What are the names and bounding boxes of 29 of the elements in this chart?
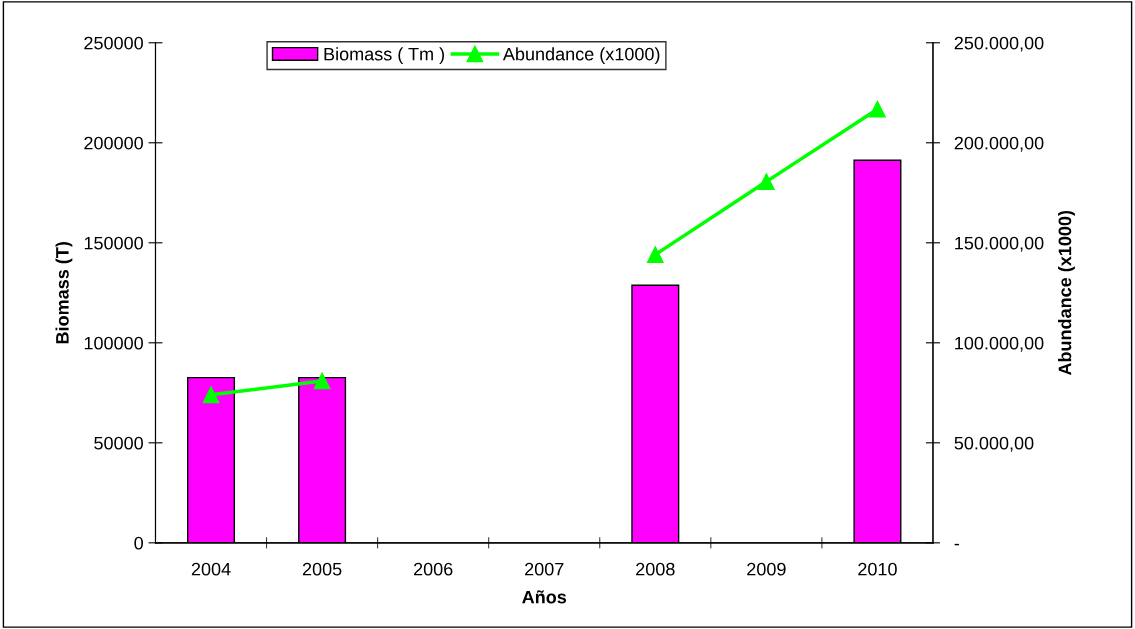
y-tick-label: 250000	[84, 36, 143, 50]
y2-tick-label: 150.000,00	[955, 236, 1044, 252]
y-tick-label: 100000	[84, 336, 143, 350]
y-tick-label: 50000	[94, 436, 143, 450]
x-tick-label: 2010	[858, 562, 897, 576]
x-tick-label: 2007	[525, 562, 564, 576]
legend-label: Biomass ( Tm )	[324, 47, 444, 65]
x-tick-label: 2008	[636, 562, 675, 576]
y2-tick-label: 200.000,00	[954, 136, 1044, 152]
y2-axis-title: Abundance (x1000)	[1058, 210, 1075, 376]
point	[646, 246, 664, 263]
x-tick-label: 2009	[747, 562, 786, 576]
point	[202, 386, 220, 404]
y-tick-label: 200000	[84, 136, 143, 150]
y2-tick-label: 50.000,00	[954, 436, 1034, 452]
legend-label: Abundance (x1000)	[502, 47, 660, 65]
x-tick-label: 2006	[413, 562, 453, 576]
x-tick-label: 2004	[191, 562, 231, 576]
y-axis-title: Biomass (T)	[55, 242, 73, 344]
x-tick-label: 2005	[302, 562, 342, 576]
point	[869, 100, 886, 118]
y-tick-label: 0	[134, 536, 143, 550]
x-axis-title: Años	[522, 590, 567, 604]
y2-tick-label: 250.000,00	[954, 36, 1044, 52]
y2-tick-label: -	[954, 543, 960, 546]
point	[313, 372, 331, 390]
point	[758, 173, 775, 190]
y2-tick-label: 100.000,00	[955, 336, 1044, 352]
y-tick-label: 150000	[84, 236, 143, 250]
